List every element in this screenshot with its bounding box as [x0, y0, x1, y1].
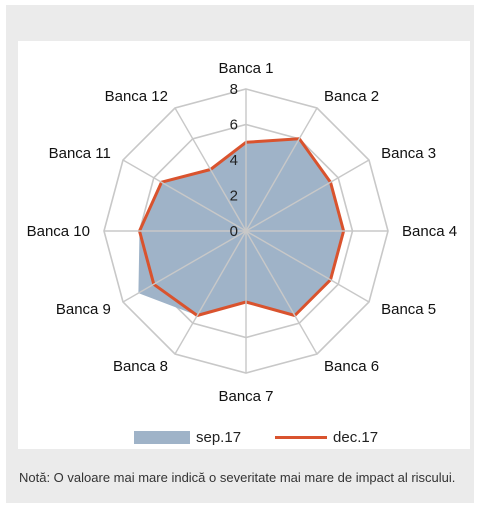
category-label: Banca 1 [218, 60, 273, 77]
legend-label-sep17: sep.17 [196, 429, 242, 446]
category-label: Banca 2 [324, 88, 379, 105]
tick-label: 6 [230, 117, 238, 134]
tick-label: 4 [230, 152, 238, 169]
series-area-sep17 [138, 138, 344, 316]
axis-spoke [174, 230, 247, 355]
legend-swatch-sep17 [134, 431, 190, 444]
category-label: Banca 9 [56, 301, 111, 318]
category-label: Banca 10 [27, 223, 90, 240]
category-label: Banca 5 [381, 301, 436, 318]
chart-note: Notă: O valoare mai mare indică o severi… [19, 470, 456, 485]
axis-spoke [245, 230, 370, 303]
axis-spoke [245, 107, 318, 232]
tick-label: 0 [230, 223, 238, 240]
category-label: Banca 3 [381, 145, 436, 162]
category-label: Banca 12 [105, 88, 168, 105]
category-label: Banca 6 [324, 358, 379, 375]
tick-label: 8 [230, 81, 238, 98]
category-label: Banca 11 [49, 145, 111, 162]
axis-spoke [245, 230, 318, 355]
category-label: Banca 4 [402, 223, 457, 240]
axis-spoke [174, 107, 247, 232]
legend-swatch-dec17 [275, 436, 328, 439]
legend: sep.17 dec.17 [134, 429, 378, 446]
chart-panel: 0 2 4 6 8 Banca 1 Banca 2 Banca 3 Banca 4 Banca … [6, 5, 474, 503]
category-label: Banca 8 [113, 358, 168, 375]
legend-label-dec17: dec.17 [333, 429, 379, 446]
axis-spoke [122, 230, 247, 303]
axis-spoke [245, 159, 370, 232]
axis-spoke [122, 159, 247, 232]
tick-label: 2 [230, 188, 238, 205]
category-label: Banca 7 [218, 388, 273, 405]
